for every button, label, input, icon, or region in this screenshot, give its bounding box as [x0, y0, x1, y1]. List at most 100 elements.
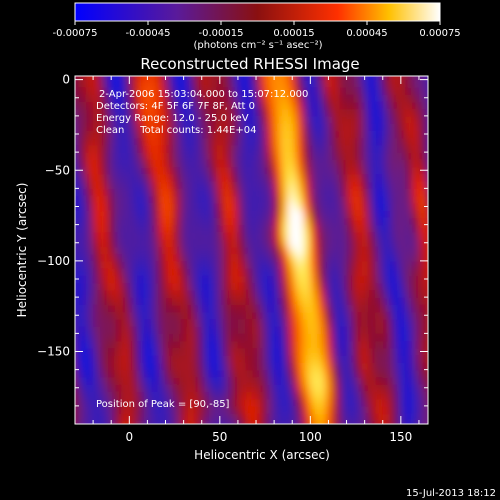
heatmap-cell — [245, 231, 253, 240]
heatmap-cell — [397, 326, 406, 334]
heatmap-cell — [259, 413, 268, 421]
heatmap-cell — [78, 260, 87, 269]
heatmap-cell — [346, 326, 355, 334]
heatmap-cell — [172, 188, 181, 197]
heatmap-cell — [129, 108, 138, 117]
heatmap-cell — [237, 159, 246, 168]
heatmap-cell — [361, 217, 369, 226]
heatmap-cell — [201, 210, 210, 218]
heatmap-cell — [259, 101, 268, 110]
heatmap-cell — [201, 188, 210, 197]
heatmap-cell — [179, 376, 188, 385]
heatmap-cell — [64, 362, 72, 370]
heatmap-cell — [237, 333, 246, 342]
heatmap-cell — [64, 94, 72, 102]
heatmap-cell — [114, 101, 123, 110]
annotation-time-range: 2-Apr-2006 15:03:04.000 to 15:07:12.000 — [99, 89, 308, 100]
heatmap-cell — [324, 137, 333, 146]
heatmap-cell — [78, 420, 87, 424]
heatmap-cell — [266, 94, 275, 102]
heatmap-cell — [339, 86, 348, 95]
heatmap-cell — [324, 311, 333, 320]
heatmap-cell — [216, 123, 225, 131]
heatmap-cell — [93, 246, 101, 255]
heatmap-cell — [303, 195, 311, 204]
heatmap-cell — [303, 159, 311, 168]
heatmap-cell — [136, 260, 145, 269]
heatmap-cell — [353, 188, 362, 197]
heatmap-cell — [208, 355, 217, 363]
heatmap-cell — [100, 101, 109, 110]
heatmap-cell — [223, 224, 232, 233]
heatmap-cell — [346, 282, 355, 291]
heatmap-cell — [274, 130, 282, 139]
heatmap-cell — [324, 297, 333, 305]
heatmap-cell — [433, 94, 441, 102]
heatmap-cell — [433, 101, 441, 109]
heatmap-cell — [107, 166, 116, 175]
heatmap-cell — [426, 246, 428, 255]
heatmap-cell — [194, 340, 203, 349]
heatmap-cell — [237, 76, 246, 81]
heatmap-cell — [368, 326, 377, 334]
heatmap-cell — [252, 137, 261, 146]
heatmap-cell — [100, 79, 109, 88]
heatmap-cell — [85, 123, 94, 131]
heatmap-cell — [136, 304, 145, 313]
heatmap-cell — [143, 398, 152, 407]
heatmap-cell — [129, 369, 138, 378]
heatmap-cell — [259, 224, 268, 233]
heatmap-cell — [78, 217, 87, 226]
heatmap-cell — [274, 195, 282, 204]
heatmap-cell — [93, 188, 101, 197]
heatmap-cell — [223, 384, 232, 392]
heatmap-cell — [426, 260, 428, 269]
heatmap-cell — [237, 210, 246, 218]
heatmap-cell — [107, 304, 116, 313]
heatmap-cell — [411, 260, 420, 269]
heatmap-cell — [346, 137, 355, 146]
heatmap-cell — [382, 311, 391, 320]
heatmap-cell — [389, 340, 398, 349]
heatmap-cell — [151, 94, 159, 102]
heatmap-cell — [339, 123, 348, 131]
heatmap-cell — [317, 384, 326, 392]
heatmap-cell — [310, 246, 319, 255]
heatmap-cell — [310, 115, 319, 124]
heatmap-cell — [404, 202, 413, 211]
heatmap-cell — [187, 224, 196, 233]
heatmap-cell — [389, 94, 398, 102]
heatmap-cell — [353, 137, 362, 146]
heatmap-cell — [303, 253, 311, 262]
heatmap-cell — [266, 217, 275, 226]
heatmap-cell — [274, 311, 282, 320]
heatmap-cell — [252, 405, 261, 414]
heatmap-cell — [389, 76, 398, 81]
heatmap-cell — [310, 210, 319, 218]
heatmap-cell — [194, 297, 203, 305]
heatmap-cell — [295, 101, 304, 110]
heatmap-cell — [143, 181, 152, 189]
heatmap-cell — [75, 210, 80, 218]
heatmap-cell — [245, 101, 253, 110]
heatmap-cell — [411, 289, 420, 298]
heatmap-cell — [339, 326, 348, 334]
heatmap-cell — [165, 340, 174, 349]
heatmap-cell — [295, 166, 304, 175]
heatmap-cell — [100, 137, 109, 146]
heatmap-cell — [361, 152, 369, 160]
heatmap-cell — [324, 362, 333, 371]
heatmap-cell — [317, 268, 326, 276]
heatmap-cell — [266, 355, 275, 363]
heatmap-cell — [201, 152, 210, 160]
heatmap-cell — [100, 166, 109, 175]
heatmap-cell — [85, 304, 94, 313]
heatmap-cell — [231, 428, 239, 436]
heatmap-cell — [208, 188, 217, 197]
heatmap-cell — [136, 224, 145, 233]
heatmap-cell — [223, 202, 232, 211]
heatmap-cell — [259, 173, 268, 182]
heatmap-cell — [114, 297, 123, 305]
heatmap-cell — [389, 79, 398, 88]
heatmap-cell — [252, 210, 261, 218]
